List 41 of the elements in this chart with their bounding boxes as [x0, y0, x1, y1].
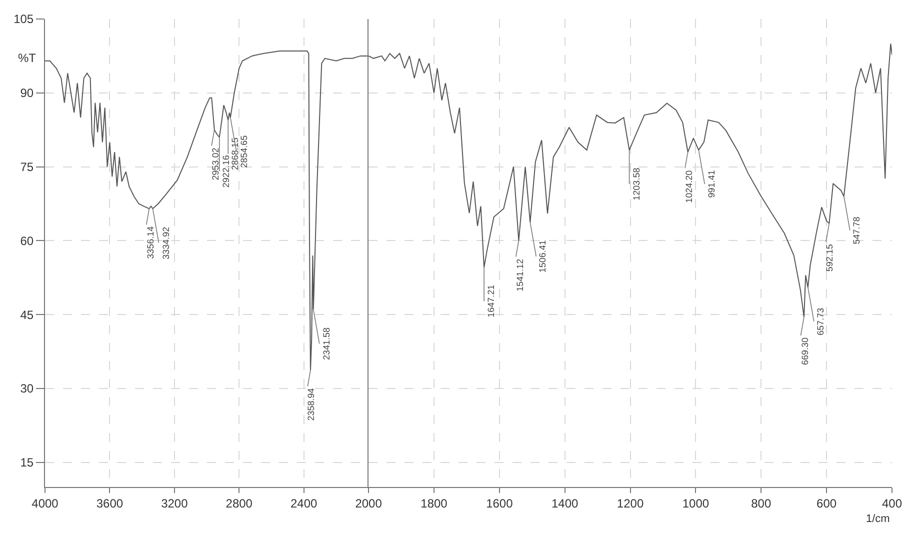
- y-tick-label: 45: [20, 308, 34, 322]
- annotation: 2868.15: [230, 138, 240, 170]
- x-axis-title: 1/cm: [866, 513, 890, 525]
- annotation: 1647.21: [486, 284, 496, 318]
- x-tick-label: 800: [751, 496, 772, 510]
- x-tick-label: 4000: [32, 496, 59, 510]
- annotation: 3334.92: [161, 226, 172, 260]
- annotation: 3356.14: [146, 226, 156, 259]
- x-tick-label: 1400: [551, 496, 579, 510]
- x-tick-label: 1200: [616, 496, 644, 510]
- annotation: 1203.58: [631, 168, 642, 200]
- y-tick-label: 15: [20, 456, 34, 470]
- annotation: 1541.12: [515, 258, 526, 292]
- x-tick-label: 400: [882, 496, 902, 510]
- annotation: 2341.58: [322, 327, 332, 360]
- x-tick-label: 1800: [420, 496, 448, 510]
- x-tick-label: 3200: [161, 496, 188, 510]
- x-tick-label: 1600: [486, 496, 514, 510]
- annotation: 669.30: [800, 338, 810, 366]
- x-tick-label: 2800: [226, 496, 253, 510]
- y-tick-label: 30: [20, 382, 34, 396]
- annotation: 657.73: [815, 308, 826, 336]
- x-tick-label: 600: [816, 496, 837, 510]
- x-tick-label: 3600: [96, 496, 124, 510]
- x-tick-label: 2000: [355, 496, 382, 510]
- x-tick-label: 1000: [682, 496, 710, 510]
- y-tick-label: 90: [20, 86, 34, 100]
- y-tick-label: 75: [20, 160, 34, 174]
- y-axis-title: %T: [18, 51, 37, 65]
- x-tick-label: 2400: [290, 496, 318, 510]
- annotation: 592.15: [824, 244, 835, 272]
- y-tick-label: 105: [14, 12, 34, 26]
- annotation: 2358.94: [306, 388, 316, 421]
- annotation: 991.41: [706, 170, 717, 198]
- annotation: 2854.65: [238, 135, 249, 168]
- annotation: 1506.41: [538, 240, 548, 273]
- annotation: 2922.16: [221, 155, 232, 188]
- annotation: 2953.02: [210, 148, 221, 180]
- y-tick-label: 60: [20, 234, 34, 248]
- annotation: 547.78: [852, 216, 862, 244]
- annotation: 1024.20: [684, 170, 694, 203]
